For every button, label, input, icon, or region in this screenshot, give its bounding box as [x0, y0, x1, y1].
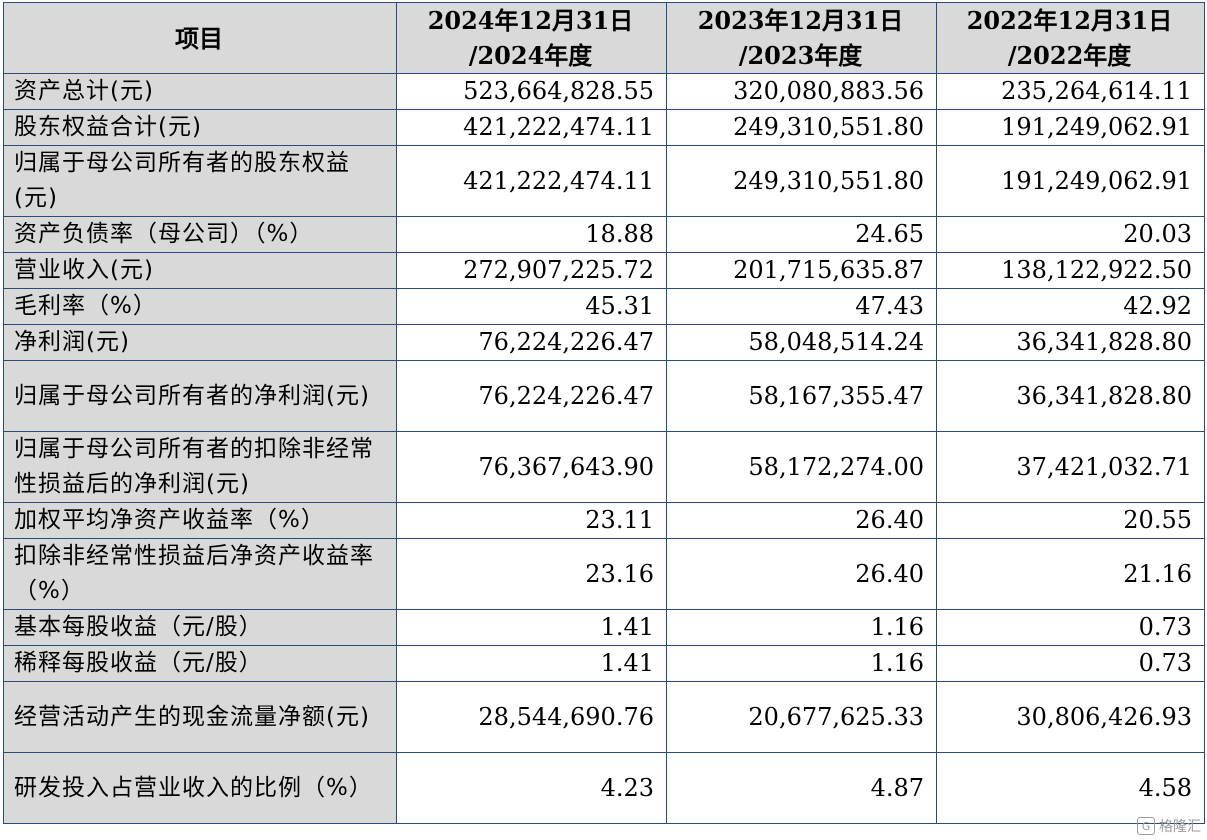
row-label: 扣除非经常性损益后净资产收益率（%）	[3, 538, 397, 610]
value-2024: 523,664,828.55	[396, 73, 667, 110]
value-2024: 1.41	[396, 609, 667, 646]
watermark-logo-icon: G	[1137, 817, 1155, 835]
header-2024: 2024年12月31日 /2024年度	[396, 2, 667, 74]
value-2022: 4.58	[936, 752, 1205, 824]
table-row: 净利润(元) 76,224,226.47 58,048,514.24 36,34…	[3, 324, 1205, 361]
value-2022: 30,806,426.93	[936, 681, 1205, 753]
row-label: 净利润(元)	[3, 324, 397, 361]
value-2024: 23.11	[396, 502, 667, 539]
value-2022: 191,249,062.91	[936, 109, 1205, 146]
header-2022: 2022年12月31日 /2022年度	[936, 2, 1205, 74]
table-row: 归属于母公司所有者的净利润(元) 76,224,226.47 58,167,35…	[3, 360, 1205, 432]
row-label: 稀释每股收益（元/股）	[3, 645, 397, 682]
value-2024: 23.16	[396, 538, 667, 610]
value-2023: 26.40	[666, 538, 937, 610]
value-2023: 320,080,883.56	[666, 73, 937, 110]
value-2024: 28,544,690.76	[396, 681, 667, 753]
table-row: 归属于母公司所有者的扣除非经常性损益后的净利润(元) 76,367,643.90…	[3, 431, 1205, 503]
row-label: 归属于母公司所有者的扣除非经常性损益后的净利润(元)	[3, 431, 397, 503]
value-2023: 249,310,551.80	[666, 145, 937, 217]
value-2023: 201,715,635.87	[666, 252, 937, 289]
table-row: 营业收入(元) 272,907,225.72 201,715,635.87 13…	[3, 252, 1205, 289]
value-2024: 45.31	[396, 288, 667, 325]
header-2024-period: /2024年度	[468, 41, 593, 70]
value-2024: 18.88	[396, 216, 667, 253]
table-row: 扣除非经常性损益后净资产收益率（%） 23.16 26.40 21.16	[3, 538, 1205, 610]
value-2024: 4.23	[396, 752, 667, 824]
financial-indicators-table: 项目 2024年12月31日 /2024年度 2023年12月31日 /2023…	[3, 2, 1205, 824]
value-2022: 191,249,062.91	[936, 145, 1205, 217]
row-label: 归属于母公司所有者的净利润(元)	[3, 360, 397, 432]
value-2023: 24.65	[666, 216, 937, 253]
value-2023: 249,310,551.80	[666, 109, 937, 146]
table-row: 基本每股收益（元/股） 1.41 1.16 0.73	[3, 609, 1205, 646]
table-row: 稀释每股收益（元/股） 1.41 1.16 0.73	[3, 645, 1205, 682]
row-label: 基本每股收益（元/股）	[3, 609, 397, 646]
value-2024: 76,224,226.47	[396, 360, 667, 432]
row-label: 资产负债率（母公司）（%）	[3, 216, 397, 253]
row-label: 加权平均净资产收益率（%）	[3, 502, 397, 539]
row-label: 毛利率（%）	[3, 288, 397, 325]
value-2023: 58,048,514.24	[666, 324, 937, 361]
table-header-row: 项目 2024年12月31日 /2024年度 2023年12月31日 /2023…	[3, 2, 1205, 74]
table-row: 毛利率（%） 45.31 47.43 42.92	[3, 288, 1205, 325]
row-label: 资产总计(元)	[3, 73, 397, 110]
value-2023: 47.43	[666, 288, 937, 325]
header-2022-period: /2022年度	[1007, 41, 1132, 70]
value-2024: 1.41	[396, 645, 667, 682]
value-2022: 20.55	[936, 502, 1205, 539]
value-2022: 20.03	[936, 216, 1205, 253]
value-2023: 20,677,625.33	[666, 681, 937, 753]
value-2022: 36,341,828.80	[936, 324, 1205, 361]
value-2023: 1.16	[666, 609, 937, 646]
value-2023: 4.87	[666, 752, 937, 824]
value-2024: 76,224,226.47	[396, 324, 667, 361]
value-2022: 36,341,828.80	[936, 360, 1205, 432]
table-row: 研发投入占营业收入的比例（%） 4.23 4.87 4.58	[3, 752, 1205, 824]
header-2023: 2023年12月31日 /2023年度	[666, 2, 937, 74]
value-2024: 272,907,225.72	[396, 252, 667, 289]
value-2022: 0.73	[936, 645, 1205, 682]
value-2022: 0.73	[936, 609, 1205, 646]
table-row: 经营活动产生的现金流量净额(元) 28,544,690.76 20,677,62…	[3, 681, 1205, 753]
header-2024-date: 2024年12月31日	[427, 6, 634, 35]
table-row: 资产总计(元) 523,664,828.55 320,080,883.56 23…	[3, 73, 1205, 110]
header-2023-period: /2023年度	[738, 41, 863, 70]
value-2023: 58,172,274.00	[666, 431, 937, 503]
watermark: G 格隆汇	[1137, 816, 1201, 836]
header-item: 项目	[3, 2, 397, 74]
value-2022: 138,122,922.50	[936, 252, 1205, 289]
header-2023-date: 2023年12月31日	[697, 6, 904, 35]
header-2022-date: 2022年12月31日	[966, 6, 1173, 35]
watermark-text: 格隆汇	[1159, 819, 1201, 835]
table-row: 归属于母公司所有者的股东权益(元) 421,222,474.11 249,310…	[3, 145, 1205, 217]
row-label: 股东权益合计(元)	[3, 109, 397, 146]
value-2022: 37,421,032.71	[936, 431, 1205, 503]
value-2024: 76,367,643.90	[396, 431, 667, 503]
value-2022: 21.16	[936, 538, 1205, 610]
table-row: 资产负债率（母公司）（%） 18.88 24.65 20.03	[3, 216, 1205, 253]
table-row: 加权平均净资产收益率（%） 23.11 26.40 20.55	[3, 502, 1205, 539]
value-2024: 421,222,474.11	[396, 109, 667, 146]
value-2023: 58,167,355.47	[666, 360, 937, 432]
value-2024: 421,222,474.11	[396, 145, 667, 217]
value-2023: 26.40	[666, 502, 937, 539]
value-2022: 235,264,614.11	[936, 73, 1205, 110]
value-2023: 1.16	[666, 645, 937, 682]
row-label: 经营活动产生的现金流量净额(元)	[3, 681, 397, 753]
row-label: 营业收入(元)	[3, 252, 397, 289]
row-label: 研发投入占营业收入的比例（%）	[3, 752, 397, 824]
row-label: 归属于母公司所有者的股东权益(元)	[3, 145, 397, 217]
value-2022: 42.92	[936, 288, 1205, 325]
table-row: 股东权益合计(元) 421,222,474.11 249,310,551.80 …	[3, 109, 1205, 146]
